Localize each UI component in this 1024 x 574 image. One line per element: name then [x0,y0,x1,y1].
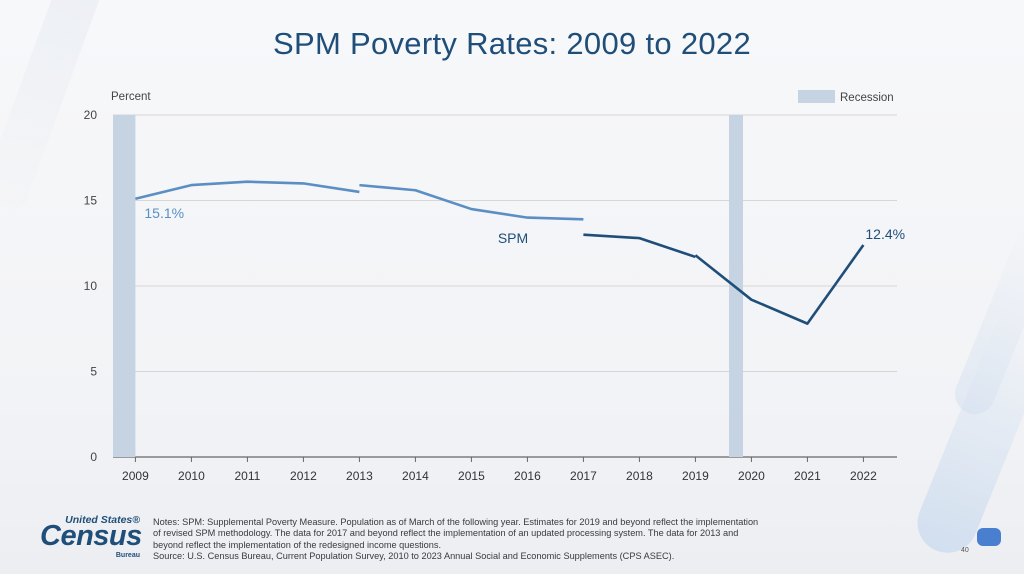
y-tick-label: 10 [84,279,98,293]
x-tick-label: 2009 [122,469,149,483]
x-tick-label: 2018 [626,469,653,483]
y-tick-label: 20 [84,108,98,122]
notes-line: of revised SPM methodology. The data for… [153,528,739,539]
y-tick-label: 0 [90,450,97,464]
recession-bar [113,115,136,457]
x-tick-label: 2015 [458,469,485,483]
x-tick-label: 2022 [850,469,877,483]
x-tick-label: 2019 [682,469,709,483]
logo-text-census: Census [40,520,142,552]
y-tick-label: 5 [90,365,97,379]
notes-line: beyond reflect the implementation of the… [153,539,442,550]
x-tick-label: 2014 [402,469,429,483]
x-tick-label: 2020 [738,469,765,483]
x-tick-label: 2021 [794,469,821,483]
legend-swatch-recession [798,90,835,103]
data-label-2009: 15.1% [144,205,184,221]
source-line: Source: U.S. Census Bureau, Current Popu… [153,550,675,561]
census-logo: United States® Census Bureau [40,514,142,560]
legend-label-recession: Recession [840,92,894,104]
series-label-spm: SPM [498,230,528,246]
chart-notes: Notes: SPM: Supplemental Poverty Measure… [153,517,873,562]
notes-line: Notes: SPM: Supplemental Poverty Measure… [153,517,759,527]
logo-text-united-states: United States® [65,514,140,526]
spm-series-line [135,180,360,201]
x-tick-label: 2016 [514,469,541,483]
x-tick-label: 2017 [570,469,597,483]
logo-text-bureau: Bureau [115,552,140,559]
y-axis-label: Percent [111,91,151,103]
x-tick-label: 2011 [234,469,260,483]
data-label-2022: 12.4% [865,226,905,242]
chart-title: SPM Poverty Rates: 2009 to 2022 [272,26,751,61]
x-tick-label: 2012 [290,469,317,483]
x-tick-label: 2013 [346,469,373,483]
y-tick-label: 15 [84,194,98,208]
spm-series-line [583,233,696,259]
spm-series-line [359,183,584,221]
x-tick-label: 2010 [178,469,205,483]
page-number: 40 [961,547,969,554]
spm-series-line [694,244,865,325]
decorative-corner-icon [977,528,1001,546]
